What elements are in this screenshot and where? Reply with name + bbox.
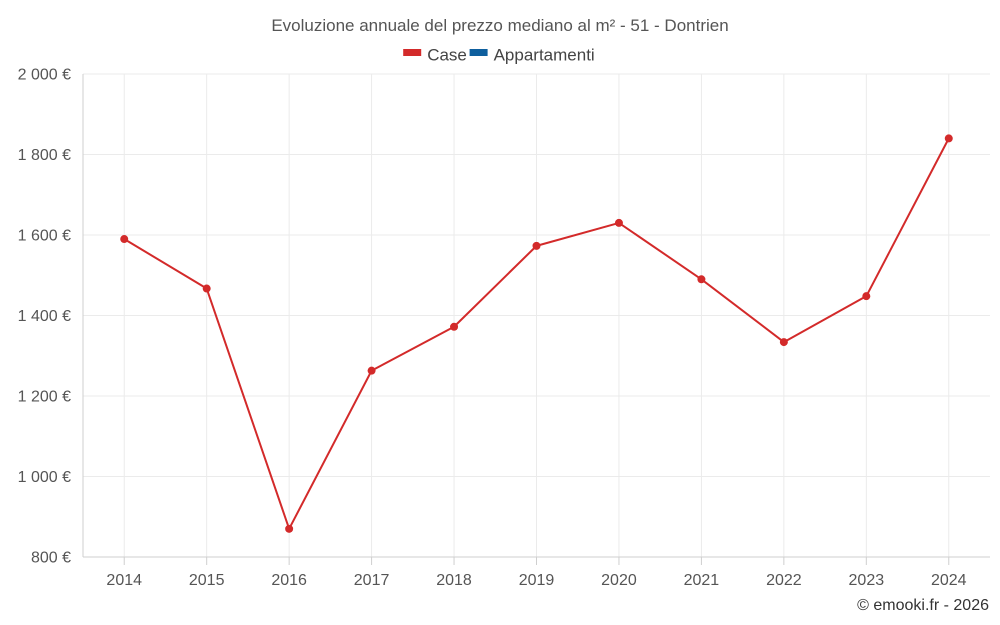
y-tick-label: 1 800 € <box>18 147 71 164</box>
y-tick-label: 1 200 € <box>18 389 71 406</box>
x-tick-label: 2024 <box>931 572 967 589</box>
data-point[interactable] <box>285 524 294 533</box>
grid <box>83 73 990 557</box>
x-tick-label: 2016 <box>271 572 307 589</box>
legend-item[interactable]: Appartamenti <box>469 46 595 65</box>
x-tick-label: 2022 <box>766 572 802 589</box>
series-layer <box>120 134 953 533</box>
legend-swatch <box>469 49 488 56</box>
data-point[interactable] <box>862 292 871 301</box>
legend-item[interactable]: Case <box>403 46 467 65</box>
x-axis: 2014 2015 2016 2017 2018 2019 2020 2021 2022 2023… <box>83 556 990 589</box>
credit-text: © emooki.fr - 2026 <box>857 597 989 614</box>
y-tick-label: 2 000 € <box>18 67 71 84</box>
legend-swatch <box>403 49 422 56</box>
data-point[interactable] <box>450 322 459 331</box>
legend-label: Case <box>427 46 467 65</box>
data-point[interactable] <box>120 235 129 244</box>
x-tick-label: 2020 <box>601 572 637 589</box>
x-tick-label: 2015 <box>189 572 225 589</box>
x-tick-label: 2018 <box>436 572 472 589</box>
data-point[interactable] <box>779 338 788 347</box>
y-tick-label: 800 € <box>31 550 71 567</box>
y-tick-label: 1 000 € <box>18 469 71 486</box>
x-tick-label: 2014 <box>106 572 142 589</box>
legend: Case Appartamenti <box>403 46 595 65</box>
x-tick-label: 2019 <box>519 572 555 589</box>
legend-label: Appartamenti <box>494 46 595 65</box>
data-point[interactable] <box>614 218 623 227</box>
x-tick-label: 2021 <box>684 572 720 589</box>
data-point[interactable] <box>202 284 211 293</box>
y-tick-label: 1 400 € <box>18 308 71 325</box>
y-tick-label: 1 600 € <box>18 228 71 245</box>
data-point[interactable] <box>367 366 376 375</box>
x-tick-label: 2023 <box>849 572 885 589</box>
data-point[interactable] <box>697 275 706 284</box>
chart-title: Evoluzione annuale del prezzo mediano al… <box>271 16 728 35</box>
data-point[interactable] <box>532 241 541 250</box>
data-point[interactable] <box>944 134 953 143</box>
x-tick-label: 2017 <box>354 572 390 589</box>
y-axis: 800 € 1 000 € 1 200 € 1 400 € 1 600 € 1 800 €… <box>18 67 84 567</box>
